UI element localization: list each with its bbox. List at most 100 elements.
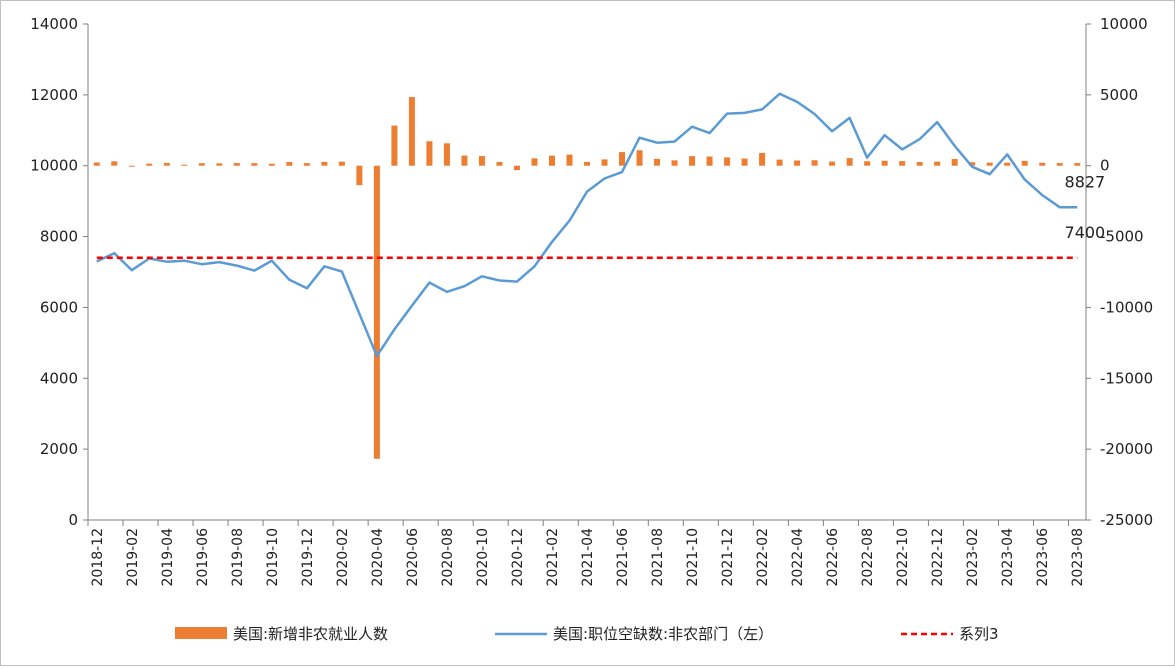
axes: 0 2000 4000 6000 8000 10000 12000 14000 -25000 -2… <box>30 15 1153 587</box>
x-tick-label: 2020-02 <box>335 528 351 587</box>
y-left-tick-label: 10000 <box>30 157 78 175</box>
x-tick-label: 2019-04 <box>160 528 176 587</box>
x-tick-label: 2020-06 <box>405 528 421 587</box>
bar-nonfarm-payrolls <box>1021 160 1028 166</box>
bar-nonfarm-payrolls <box>146 163 153 166</box>
bar-nonfarm-payrolls <box>128 165 135 167</box>
x-tick-label: 2020-04 <box>370 528 386 587</box>
x-tick-label: 2022-04 <box>790 528 806 587</box>
x-tick-label: 2022-10 <box>895 528 911 587</box>
bar-nonfarm-payrolls <box>268 163 275 166</box>
bar-nonfarm-payrolls <box>829 161 836 166</box>
y-left-tick-label: 8000 <box>40 228 78 246</box>
data-label-8827: 8827 <box>1065 172 1106 191</box>
bar-nonfarm-payrolls <box>636 150 643 166</box>
x-tick-label: 2021-02 <box>545 528 561 587</box>
annotations: 8827 7400 <box>1065 172 1106 242</box>
y-right-tick-label: -15000 <box>1100 369 1153 387</box>
bar-nonfarm-payrolls <box>233 163 240 166</box>
bar-nonfarm-payrolls <box>356 165 363 186</box>
bar-nonfarm-payrolls <box>566 154 573 166</box>
bar-nonfarm-payrolls <box>478 156 485 166</box>
bar-nonfarm-payrolls <box>759 152 766 166</box>
bar-nonfarm-payrolls <box>198 163 205 166</box>
bar-nonfarm-payrolls <box>531 158 538 166</box>
x-tick-label: 2023-06 <box>1035 528 1051 587</box>
bar-nonfarm-payrolls <box>461 155 468 166</box>
bar-nonfarm-payrolls <box>548 155 555 166</box>
bar-nonfarm-payrolls <box>899 161 906 166</box>
x-tick-label: 2019-08 <box>230 528 246 587</box>
x-tick-label: 2022-02 <box>755 528 771 587</box>
x-tick-label: 2023-04 <box>1000 528 1016 587</box>
line-series <box>96 92 1078 358</box>
bar-nonfarm-payrolls <box>601 159 608 166</box>
bar-nonfarm-payrolls <box>951 159 958 166</box>
y-right-tick-label: -5000 <box>1100 228 1144 246</box>
bar-series <box>93 97 1081 459</box>
x-tick-label: 2022-08 <box>860 528 876 587</box>
y-right-tick-label: -25000 <box>1100 511 1153 529</box>
bar-nonfarm-payrolls <box>93 162 100 166</box>
bar-nonfarm-payrolls <box>181 164 188 166</box>
y-right-tick-label: -10000 <box>1100 298 1153 316</box>
bar-nonfarm-payrolls <box>496 161 503 166</box>
bar-nonfarm-payrolls <box>1039 162 1046 166</box>
bar-nonfarm-payrolls <box>741 158 748 166</box>
bar-nonfarm-payrolls <box>111 161 118 166</box>
bar-nonfarm-payrolls <box>391 125 398 166</box>
bar-nonfarm-payrolls <box>706 156 713 166</box>
bar-nonfarm-payrolls <box>216 163 223 166</box>
bar-nonfarm-payrolls <box>303 163 310 166</box>
legend-label-bar: 美国:新增非农就业人数 <box>233 625 388 643</box>
y-right-tick-label: 5000 <box>1100 86 1138 104</box>
x-tick-label: 2023-08 <box>1070 528 1086 587</box>
bar-nonfarm-payrolls <box>811 160 818 166</box>
bar-nonfarm-payrolls <box>251 163 258 166</box>
y-left-tick-label: 4000 <box>40 369 78 387</box>
y-left-tick-label: 0 <box>68 511 78 529</box>
line-job-openings <box>96 92 1078 358</box>
bar-nonfarm-payrolls <box>619 152 626 166</box>
bar-nonfarm-payrolls <box>969 162 976 166</box>
bar-nonfarm-payrolls <box>1004 162 1011 166</box>
bar-nonfarm-payrolls <box>671 160 678 166</box>
bar-nonfarm-payrolls <box>724 157 731 166</box>
bar-nonfarm-payrolls <box>443 143 450 166</box>
bar-nonfarm-payrolls <box>1056 163 1063 166</box>
bar-nonfarm-payrolls <box>513 165 520 171</box>
bar-nonfarm-payrolls <box>1074 163 1081 166</box>
y-left-tick-label: 14000 <box>30 15 78 33</box>
bar-nonfarm-payrolls <box>864 161 871 166</box>
x-tick-label: 2021-04 <box>580 528 596 587</box>
bar-nonfarm-payrolls <box>986 162 993 166</box>
x-tick-label: 2020-08 <box>440 528 456 587</box>
bar-nonfarm-payrolls <box>373 165 380 459</box>
x-tick-label: 2021-12 <box>720 528 736 587</box>
bar-nonfarm-payrolls <box>916 161 923 166</box>
x-tick-label: 2021-08 <box>650 528 666 587</box>
x-tick-label: 2020-12 <box>510 528 526 587</box>
bar-nonfarm-payrolls <box>426 141 433 166</box>
bar-nonfarm-payrolls <box>584 161 590 166</box>
y-left-tick-label: 6000 <box>40 298 78 316</box>
bar-nonfarm-payrolls <box>286 161 293 166</box>
bar-nonfarm-payrolls <box>776 159 783 166</box>
legend-label-line: 美国:职位空缺数:非农部门（左） <box>553 625 773 643</box>
data-label-7400: 7400 <box>1065 223 1106 242</box>
x-tick-label: 2020-10 <box>475 528 491 587</box>
y-right-tick-label: 10000 <box>1100 15 1148 33</box>
legend-swatch-bar <box>175 627 227 639</box>
bar-nonfarm-payrolls <box>689 156 696 166</box>
bar-nonfarm-payrolls <box>163 162 170 166</box>
bar-nonfarm-payrolls <box>321 161 328 166</box>
bar-nonfarm-payrolls <box>881 160 888 166</box>
y-left-tick-label: 2000 <box>40 440 78 458</box>
x-tick-label: 2021-06 <box>615 528 631 587</box>
x-tick-label: 2019-10 <box>265 528 281 587</box>
x-tick-label: 2022-06 <box>825 528 841 587</box>
x-tick-label: 2021-10 <box>685 528 701 587</box>
bar-nonfarm-payrolls <box>846 158 853 166</box>
